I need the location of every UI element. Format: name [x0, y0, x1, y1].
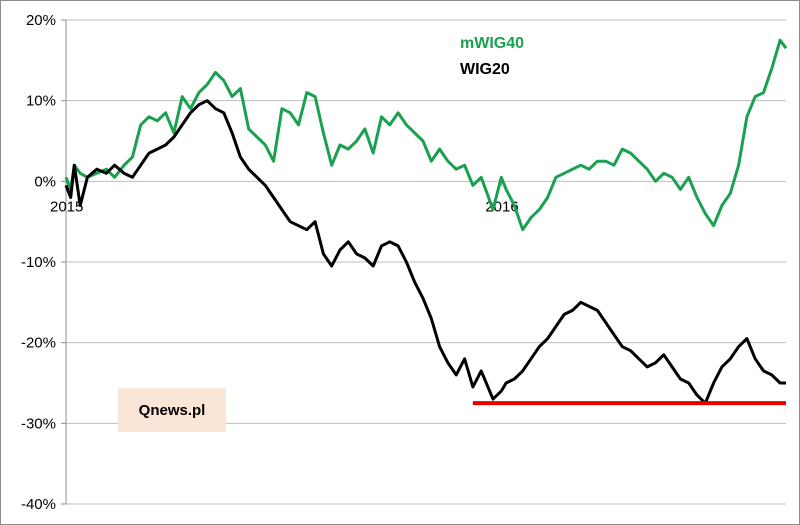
series-lines: [64, 38, 788, 405]
y-tick-label: -40%: [21, 496, 56, 513]
watermark-badge: Qnews.pl: [118, 388, 226, 432]
y-tick-label: -10%: [21, 254, 56, 271]
series-line-mwig40: [64, 38, 788, 232]
y-tick-label: 20%: [26, 12, 56, 29]
y-tick-label: 0%: [34, 173, 56, 190]
y-tick-label: 10%: [26, 93, 56, 110]
legend: mWIG40 WIG20: [460, 35, 524, 78]
watermark-text: Qnews.pl: [138, 401, 206, 419]
legend-item-wig20: WIG20: [460, 61, 510, 78]
x-tick-label: 2015: [50, 198, 83, 215]
y-axis-tick-labels: 20% 10% 0% -10% -20% -30% -40%: [21, 12, 56, 513]
legend-item-mwig40: mWIG40: [460, 35, 524, 52]
series-line-wig20: [64, 99, 786, 405]
y-tick-label: -20%: [21, 335, 56, 352]
grid-lines: [61, 19, 786, 505]
x-axis-tick-labels: 2015 2016: [50, 181, 519, 215]
y-tick-label: -30%: [21, 415, 56, 432]
